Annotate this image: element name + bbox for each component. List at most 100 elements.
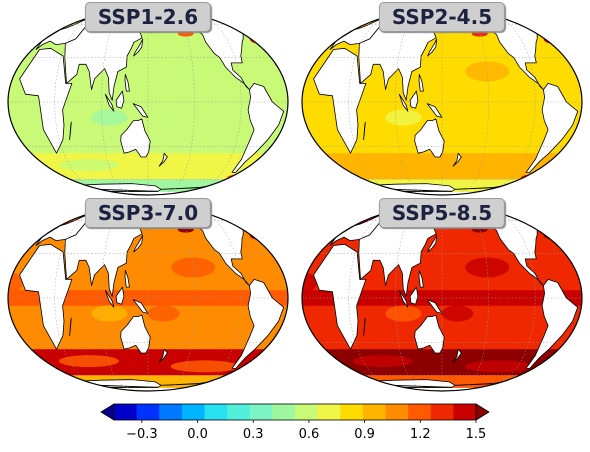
meridian [101, 12, 129, 192]
land-sumatra [104, 289, 115, 308]
land-philippines [418, 74, 424, 92]
meridian [395, 12, 423, 192]
anomaly-patch [171, 61, 216, 82]
graticule [302, 12, 582, 192]
colorbar-extend-low [100, 403, 115, 421]
colorbar-bin [295, 404, 318, 420]
colorbar-extend-high [475, 403, 490, 421]
meridian [54, 208, 109, 388]
land-borneo [409, 286, 419, 305]
land-sumatra [398, 289, 409, 308]
land-new_guinea [132, 299, 149, 314]
anomaly-patch [171, 257, 216, 278]
panel-title-ssp5-85: SSP5-8.5 [378, 198, 506, 228]
lat-band [8, 94, 288, 103]
meridian [54, 12, 109, 192]
colorbar: −0.3 0.0 0.3 0.6 0.9 1.2 1.5 [100, 403, 490, 442]
panel-title-ssp3-70: SSP3-7.0 [84, 198, 212, 228]
lat-band [8, 86, 288, 95]
lat-band [302, 175, 582, 180]
colorbar-bin [272, 404, 296, 420]
land-south_america [525, 279, 579, 369]
lat-band [302, 274, 582, 284]
colorbar-bin [181, 404, 205, 420]
land-philippines [124, 270, 130, 288]
land-madagascar [363, 317, 366, 337]
land-australia [120, 118, 151, 158]
meridian [167, 208, 195, 388]
anomaly-patch [352, 159, 413, 172]
lat-band [8, 182, 288, 187]
lat-band [302, 321, 582, 330]
lat-band [302, 182, 582, 187]
lat-band [302, 78, 582, 88]
land-south_america [525, 83, 579, 173]
colorbar-bin [385, 404, 409, 420]
anomaly-patch [91, 305, 128, 322]
land-new_guinea [426, 103, 443, 118]
anomaly-patch [385, 109, 422, 126]
lat-band [8, 240, 288, 248]
land-south_america [231, 83, 285, 173]
land-japan [427, 234, 438, 253]
anomaly-patch [58, 159, 119, 172]
hotspot-north-pacific [177, 226, 194, 233]
lat-band [302, 282, 582, 291]
land-africa [313, 47, 367, 154]
land-australia [414, 314, 445, 354]
lat-band [8, 321, 288, 330]
anomaly-patch [465, 61, 510, 82]
colorbar-bin [136, 404, 160, 420]
land-japan [133, 234, 144, 253]
lat-band [8, 179, 288, 184]
lat-band [8, 361, 288, 367]
land-japan [427, 38, 438, 57]
lat-band [302, 349, 582, 356]
colorbar-bin [114, 404, 137, 420]
colorbar-tick-label: 0.6 [299, 427, 320, 442]
colorbar-bin [204, 404, 228, 420]
anomaly-patch [464, 360, 533, 373]
meridian [187, 12, 242, 192]
hotspot-north-atlantic [249, 229, 270, 240]
colorbar-tick-label: 0.0 [187, 427, 208, 442]
lat-band [302, 44, 582, 52]
hotspot-north-atlantic [543, 229, 564, 240]
lat-band [302, 117, 582, 126]
lat-band [302, 125, 582, 134]
land-borneo [409, 90, 419, 109]
colorbar-bin [159, 404, 183, 420]
land-africa [313, 243, 367, 350]
lat-band [302, 165, 582, 171]
lat-band [8, 371, 288, 376]
land-sumatra [104, 93, 115, 112]
panel-title-ssp2-45: SSP2-4.5 [378, 2, 506, 32]
colorbar-tick-label: 0.9 [354, 427, 375, 442]
land-madagascar [363, 121, 366, 141]
land-africa [19, 47, 73, 154]
colorbar-bin [453, 404, 477, 420]
lat-band [8, 153, 288, 160]
colorbar-tick-label: −0.3 [126, 427, 158, 442]
lat-band [8, 165, 288, 171]
panel-ssp5-85: SSP5-8.5 [298, 196, 586, 401]
anomaly-patch [441, 305, 474, 322]
anomaly-patch [147, 305, 180, 322]
anomaly-patch [465, 257, 510, 278]
lat-band [302, 179, 582, 184]
land-sumatra [398, 93, 409, 112]
panel-title-ssp1-26: SSP1-2.6 [84, 2, 212, 32]
land-madagascar [69, 121, 72, 141]
colorbar-frame [113, 403, 477, 421]
lat-band [302, 375, 582, 380]
land-australia [120, 314, 151, 354]
meridian [461, 12, 489, 192]
lat-band [302, 234, 582, 242]
map-ssp1-26 [7, 8, 289, 196]
lat-band [8, 78, 288, 88]
lat-band [8, 282, 288, 291]
hotspot-north-pacific [471, 226, 488, 233]
lat-band [8, 125, 288, 134]
anomaly-patch [147, 109, 180, 126]
lat-band [8, 349, 288, 356]
